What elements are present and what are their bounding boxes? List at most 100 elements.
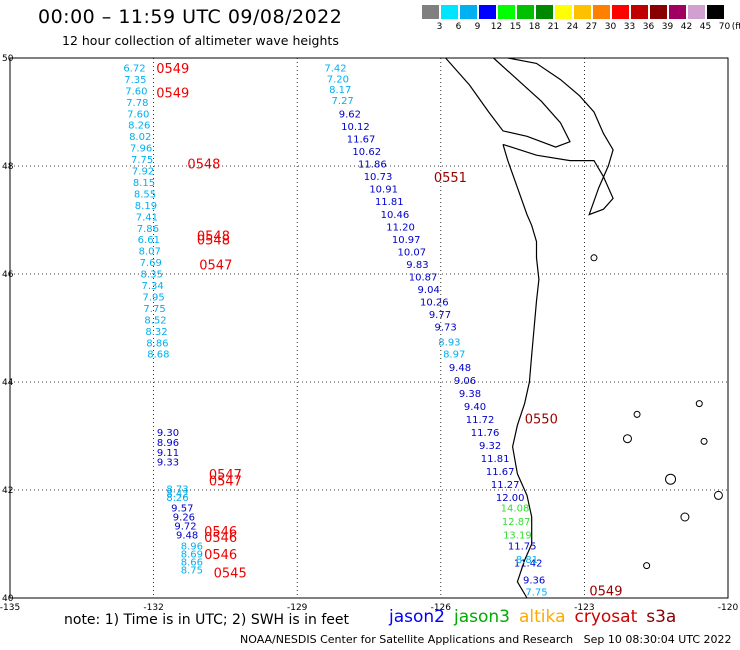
longitude-label: -126 bbox=[431, 603, 452, 610]
wave-height-label: 7.96 bbox=[130, 144, 152, 155]
pass-time-label: 0549 bbox=[589, 584, 622, 599]
longitude-label: -120 bbox=[718, 603, 739, 610]
longitude-label: -123 bbox=[574, 603, 594, 610]
wave-height-label: 10.91 bbox=[369, 185, 398, 196]
wave-height-label: 12.00 bbox=[496, 493, 525, 504]
wave-height-label: 9.11 bbox=[157, 448, 179, 459]
pass-time-label: 0546 bbox=[204, 548, 237, 563]
wave-height-label: 7.20 bbox=[327, 74, 349, 85]
lake-outline bbox=[590, 254, 598, 262]
wave-height-label: 10.46 bbox=[381, 210, 410, 221]
wave-height-label: 8.32 bbox=[145, 327, 167, 338]
latitude-label: 50 bbox=[2, 54, 14, 64]
wave-height-label: 9.48 bbox=[176, 531, 198, 542]
wave-height-label: 8.81 bbox=[516, 555, 538, 566]
wave-height-label: 11.20 bbox=[386, 222, 415, 233]
wave-height-label: 7.35 bbox=[124, 75, 146, 86]
color-swatch bbox=[498, 5, 515, 19]
wave-height-map: -135 -132 -129 -126 -123 -120 50 48 46 44 42 40 6.7… bbox=[0, 54, 738, 610]
wave-height-label: 6.72 bbox=[123, 64, 145, 75]
longitude-label: -135 bbox=[0, 603, 20, 610]
wave-height-label: 7.41 bbox=[136, 212, 158, 223]
wave-height-label: 8.07 bbox=[139, 247, 161, 258]
wave-height-label: 8.73 bbox=[166, 485, 188, 496]
wave-height-label: 11.81 bbox=[375, 197, 404, 208]
color-swatch bbox=[479, 5, 496, 19]
pass-time-label: 0549 bbox=[156, 86, 189, 101]
color-swatch bbox=[574, 5, 591, 19]
pass-time-label: 0551 bbox=[434, 171, 467, 186]
axis-labels: -135 -132 -129 -126 -123 -120 50 48 46 44 42 40 bbox=[0, 54, 738, 610]
credit-line: NOAA/NESDIS Center for Satellite Applica… bbox=[240, 633, 732, 646]
wave-height-label: 9.38 bbox=[459, 389, 481, 400]
color-swatch bbox=[536, 5, 553, 19]
wave-height-label: 11.67 bbox=[486, 467, 515, 478]
color-scale-label: 21 bbox=[547, 22, 560, 32]
page-title: 00:00 – 11:59 UTC 09/08/2022 bbox=[38, 6, 343, 28]
pass-time-label: 0550 bbox=[525, 413, 558, 428]
color-scale-label: 39 bbox=[661, 22, 674, 32]
legend-item-jason2: jason2 bbox=[389, 607, 445, 627]
wave-height-label: 8.26 bbox=[166, 493, 188, 504]
wave-height-label: 10.87 bbox=[409, 273, 438, 284]
color-swatch bbox=[460, 5, 477, 19]
wave-height-label: 10.12 bbox=[341, 122, 370, 133]
wave-height-label: 7.75 bbox=[525, 587, 547, 598]
color-scale-label: 12 bbox=[490, 22, 503, 32]
lake-outline bbox=[700, 437, 708, 445]
wave-height-label: 10.62 bbox=[352, 147, 381, 158]
wave-height-label: 8.42 bbox=[166, 489, 188, 500]
wave-height-label: 11.76 bbox=[471, 428, 500, 439]
wave-height-label: 9.26 bbox=[173, 513, 195, 524]
wave-height-label: 9.30 bbox=[157, 428, 179, 439]
wave-height-label: 7.92 bbox=[132, 167, 154, 178]
lake-outline bbox=[665, 473, 677, 485]
pass-time-label: 0548 bbox=[197, 230, 230, 245]
color-scale-label: 15 bbox=[509, 22, 522, 32]
color-swatch bbox=[593, 5, 610, 19]
wave-height-label: 8.55 bbox=[134, 189, 156, 200]
color-scale-label: 70 bbox=[718, 22, 731, 32]
wave-height-label: 9.33 bbox=[157, 458, 179, 469]
wave-height-label: 7.60 bbox=[127, 109, 149, 120]
color-swatch bbox=[707, 5, 724, 19]
wave-height-label: 8.26 bbox=[128, 121, 150, 132]
wave-height-label: 9.83 bbox=[406, 260, 428, 271]
wave-height-label: 8.96 bbox=[157, 438, 179, 449]
color-scale-label: 9 bbox=[474, 22, 481, 32]
color-swatch bbox=[650, 5, 667, 19]
coastline bbox=[445, 57, 723, 599]
wave-height-label: 10.97 bbox=[392, 235, 421, 246]
wave-height-label: 8.68 bbox=[147, 350, 169, 361]
wave-height-label: 12.87 bbox=[502, 517, 531, 528]
wave-height-label: 7.95 bbox=[142, 292, 164, 303]
map-frame bbox=[9, 57, 729, 599]
color-scale-label: 42 bbox=[680, 22, 693, 32]
wave-height-label: 9.36 bbox=[523, 575, 545, 586]
wave-height-label: 11.81 bbox=[481, 454, 510, 465]
wave-height-label: 9.06 bbox=[454, 376, 476, 387]
pass-time-label: 0547 bbox=[209, 475, 242, 490]
wave-height-label: 11.27 bbox=[491, 480, 520, 491]
legend-item-s3a: s3a bbox=[646, 607, 677, 627]
wave-height-label: 7.34 bbox=[142, 281, 164, 292]
color-scale-label: 6 bbox=[455, 22, 462, 32]
wave-height-label: 9.73 bbox=[434, 323, 456, 334]
pass-time-label: 0546 bbox=[204, 525, 237, 540]
pass-time-label: 0548 bbox=[187, 158, 220, 173]
wave-height-label: 8.02 bbox=[129, 132, 151, 143]
wave-height-label: 8.19 bbox=[135, 201, 157, 212]
pass-time-label: 0547 bbox=[209, 468, 242, 483]
pass-time-label: 0547 bbox=[199, 259, 232, 274]
longitude-label: -132 bbox=[143, 603, 163, 610]
legend-item-jason3: jason3 bbox=[454, 607, 510, 627]
wave-height-label: 7.75 bbox=[131, 155, 153, 166]
wave-height-label: 10.07 bbox=[397, 247, 426, 258]
color-scale-label: 18 bbox=[528, 22, 541, 32]
pass-time-label: 0548 bbox=[197, 233, 230, 248]
wave-height-label: 8.75 bbox=[181, 566, 203, 577]
color-swatch bbox=[688, 5, 705, 19]
lake-outline bbox=[633, 410, 641, 418]
wave-height-label: 7.42 bbox=[324, 64, 346, 75]
wave-height-label: 10.26 bbox=[420, 298, 449, 309]
